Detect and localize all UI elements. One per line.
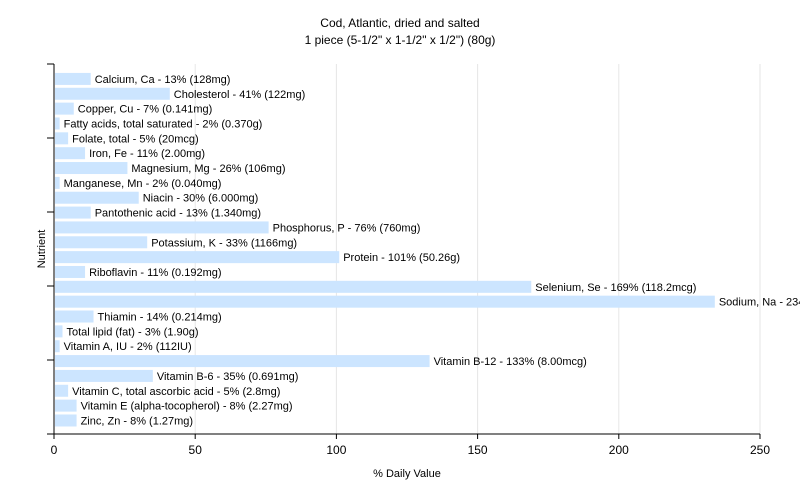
chart-subtitle: 1 piece (5-1/2" x 1-1/2" x 1/2") (80g) bbox=[305, 33, 496, 47]
x-tick-label: 150 bbox=[468, 443, 488, 457]
bar bbox=[55, 295, 715, 308]
bar-label: Selenium, Se - 169% (118.2mcg) bbox=[535, 282, 696, 294]
chart-title: Cod, Atlantic, dried and salted bbox=[320, 16, 479, 30]
bar bbox=[55, 191, 139, 204]
bar bbox=[55, 310, 94, 323]
bar-label: Vitamin E (alpha-tocopherol) - 8% (2.27m… bbox=[81, 401, 293, 413]
bar bbox=[55, 251, 340, 264]
bar bbox=[55, 221, 269, 234]
bar-label: Riboflavin - 11% (0.192mg) bbox=[89, 267, 221, 279]
bar bbox=[55, 72, 91, 85]
bar-label: Zinc, Zn - 8% (1.27mg) bbox=[81, 415, 193, 427]
bar-label: Iron, Fe - 11% (2.00mg) bbox=[89, 148, 205, 160]
x-ticks: 0 50 100 150 200 250 bbox=[47, 63, 770, 457]
bar-label: Fatty acids, total saturated - 2% (0.370… bbox=[64, 118, 263, 130]
bar bbox=[55, 265, 86, 278]
axes bbox=[53, 64, 760, 435]
bar-label: Phosphorus, P - 76% (760mg) bbox=[273, 222, 421, 234]
bar-label: Copper, Cu - 7% (0.141mg) bbox=[78, 104, 213, 116]
x-tick-label: 0 bbox=[51, 443, 58, 457]
bar bbox=[55, 414, 77, 427]
bar bbox=[55, 117, 60, 130]
bar-label: Folate, total - 5% (20mcg) bbox=[72, 133, 199, 145]
bar-label: Vitamin B-12 - 133% (8.00mcg) bbox=[434, 356, 587, 368]
bar-label: Pantothenic acid - 13% (1.340mg) bbox=[95, 208, 261, 220]
bar-label: Vitamin A, IU - 2% (112IU) bbox=[64, 341, 192, 353]
y-axis-label: Nutrient bbox=[36, 230, 48, 269]
bar-label: Vitamin B-6 - 35% (0.691mg) bbox=[157, 371, 299, 383]
bar bbox=[55, 162, 128, 175]
x-tick-label: 200 bbox=[609, 443, 629, 457]
x-tick-label: 100 bbox=[326, 443, 346, 457]
bar bbox=[55, 280, 532, 293]
bar-label: Sodium, Na - 234% (5622mg) bbox=[719, 297, 800, 309]
bar-label: Niacin - 30% (6.000mg) bbox=[143, 193, 259, 205]
bar-label: Potassium, K - 33% (1166mg) bbox=[151, 237, 297, 249]
bar-label: Protein - 101% (50.26g) bbox=[343, 252, 460, 264]
bar bbox=[55, 102, 74, 115]
bar bbox=[55, 147, 86, 160]
bar bbox=[55, 87, 170, 100]
grid-lines bbox=[194, 64, 761, 434]
bar-label: Cholesterol - 41% (122mg) bbox=[174, 89, 305, 101]
bar-label: Vitamin C, total ascorbic acid - 5% (2.8… bbox=[72, 386, 280, 398]
bar bbox=[55, 132, 69, 145]
bar bbox=[55, 384, 69, 397]
x-axis-label: % Daily Value bbox=[373, 468, 441, 480]
bar bbox=[55, 355, 430, 368]
bar-label: Manganese, Mn - 2% (0.040mg) bbox=[64, 178, 222, 190]
bar-label: Thiamin - 14% (0.214mg) bbox=[98, 312, 222, 324]
bar bbox=[55, 325, 63, 338]
x-tick-label: 50 bbox=[189, 443, 203, 457]
bar-label: Calcium, Ca - 13% (128mg) bbox=[95, 74, 231, 86]
bar-label: Magnesium, Mg - 26% (106mg) bbox=[131, 163, 285, 175]
bar bbox=[55, 340, 60, 353]
bar bbox=[55, 176, 60, 189]
bar bbox=[55, 399, 77, 412]
bars: Calcium, Ca - 13% (128mg) Cholesterol - 4… bbox=[55, 72, 800, 427]
bar bbox=[55, 236, 148, 249]
bar bbox=[55, 369, 153, 382]
bar bbox=[55, 206, 91, 219]
x-tick-label: 250 bbox=[750, 443, 770, 457]
bar-label: Total lipid (fat) - 3% (1.90g) bbox=[66, 326, 198, 338]
